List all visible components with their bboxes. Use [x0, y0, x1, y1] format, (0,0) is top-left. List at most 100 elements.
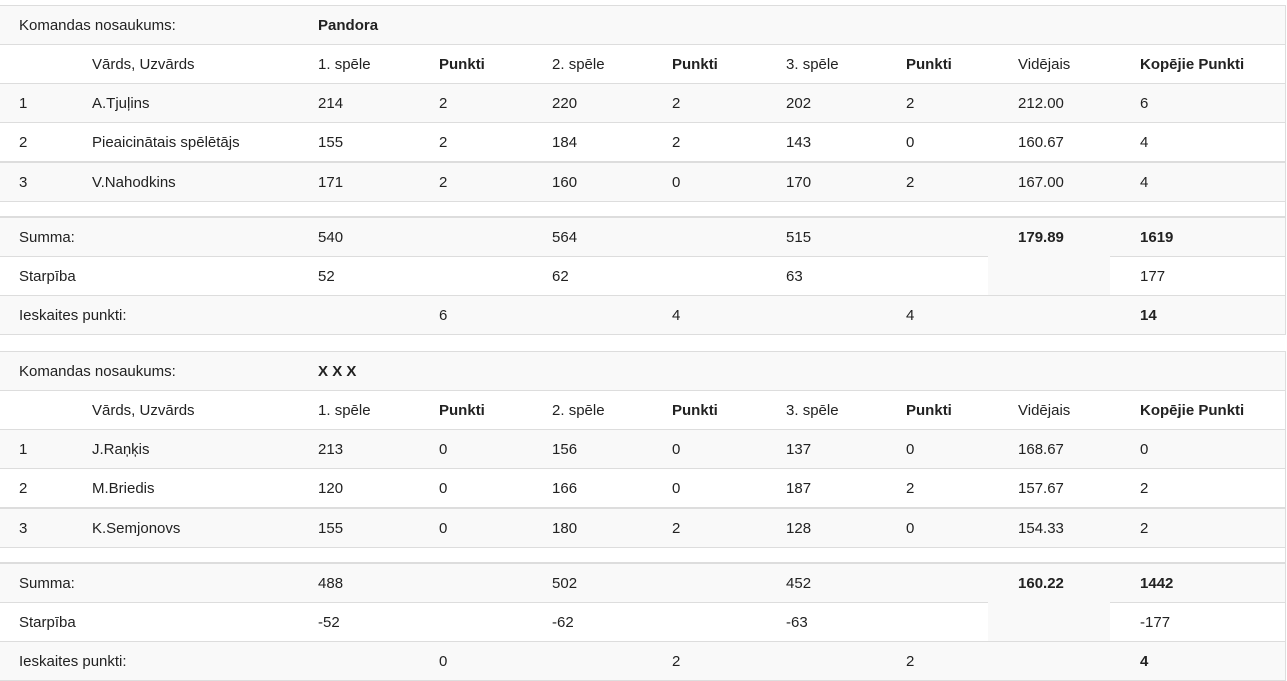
cell: 0	[420, 641, 534, 681]
player-cell: 2	[1110, 468, 1286, 508]
player-row: 1 A.Tjuļins 214 2 220 2 202 2 212.00 6	[0, 83, 1286, 123]
player-cell: 2	[420, 161, 534, 202]
header-average: Vidējais	[988, 390, 1111, 430]
cell	[533, 295, 654, 335]
header-points: Punkti	[887, 390, 989, 430]
cell-text: X X X	[318, 362, 357, 380]
player-cell: 0	[653, 429, 768, 469]
player-cell: 202	[767, 83, 888, 123]
cell	[887, 562, 989, 603]
cell: 540	[299, 216, 421, 257]
player-cell: 168.67	[988, 429, 1111, 469]
cell: 515	[767, 216, 888, 257]
cell	[0, 390, 73, 430]
team-average: 160.22	[988, 562, 1111, 642]
player-cell: 2	[887, 468, 989, 508]
cell: 564	[533, 216, 654, 257]
header-game1: 1. spēle	[299, 44, 421, 84]
player-cell: 2	[653, 122, 768, 162]
cell	[533, 641, 654, 681]
cell: 62	[533, 256, 654, 296]
cell: 4	[653, 295, 768, 335]
player-cell: 214	[299, 83, 421, 123]
player-cell: 128	[767, 507, 888, 548]
player-cell: 2	[887, 83, 989, 123]
player-cell: V.Nahodkins	[73, 161, 300, 202]
player-cell: 4	[1110, 122, 1286, 162]
diff-row: Starpība -52 -62 -63 -177	[0, 602, 1286, 642]
cell	[299, 295, 421, 335]
header-game2: 2. spēle	[533, 44, 654, 84]
team-total: 1442	[1110, 562, 1286, 603]
diff-row: Starpība 52 62 63 177	[0, 256, 1286, 296]
player-cell: A.Tjuļins	[73, 83, 300, 123]
cell-text: Punkti	[672, 401, 718, 419]
cell	[887, 602, 989, 642]
score-row: Ieskaites punkti: 6 4 4 14	[0, 295, 1286, 335]
header-row: Vārds, Uzvārds 1. spēle Punkti 2. spēle Punk…	[0, 44, 1286, 84]
cell-text: 1619	[1140, 228, 1174, 246]
player-cell: 4	[1110, 161, 1286, 202]
header-points: Punkti	[420, 44, 534, 84]
player-cell: Pieaicinātais spēlētājs	[73, 122, 300, 162]
cell	[767, 641, 888, 681]
cell: -63	[767, 602, 888, 642]
cell-text: Punkti	[906, 401, 952, 419]
player-cell: 0	[420, 507, 534, 548]
cell	[299, 641, 421, 681]
player-cell: 157.67	[988, 468, 1111, 508]
player-cell: 0	[653, 161, 768, 202]
team-total: 1619	[1110, 216, 1286, 257]
cell-text: Kopējie Punkti	[1140, 401, 1245, 419]
cell	[420, 562, 534, 603]
cell-text: Punkti	[906, 55, 952, 73]
player-cell: J.Raņķis	[73, 429, 300, 469]
cell: 452	[767, 562, 888, 603]
player-cell: 2	[1110, 507, 1286, 548]
cell: 2	[653, 641, 768, 681]
player-cell: 2	[420, 122, 534, 162]
player-cell: 187	[767, 468, 888, 508]
cell: 6	[420, 295, 534, 335]
cell-text: Punkti	[439, 55, 485, 73]
cell: 4	[887, 295, 989, 335]
team-average: 179.89	[988, 216, 1111, 296]
header-row: Vārds, Uzvārds 1. spēle Punkti 2. spēle Punk…	[0, 390, 1286, 430]
team-table: Komandas nosaukums: X X X Vārds, Uzvārds 1.…	[0, 351, 1286, 681]
player-cell: 160.67	[988, 122, 1111, 162]
score-total: 4	[1110, 641, 1286, 681]
player-cell: 2	[0, 468, 73, 508]
player-row: 1 J.Raņķis 213 0 156 0 137 0 168.67 0	[0, 429, 1286, 469]
cell-text: 14	[1140, 306, 1157, 324]
cell	[767, 295, 888, 335]
cell	[420, 602, 534, 642]
cell: 502	[533, 562, 654, 603]
player-cell: 160	[533, 161, 654, 202]
player-cell: 6	[1110, 83, 1286, 123]
cell: 63	[767, 256, 888, 296]
team-table: Komandas nosaukums: Pandora Vārds, Uzvārds…	[0, 5, 1286, 335]
diff-label: Starpība	[0, 602, 300, 642]
cell: 52	[299, 256, 421, 296]
player-row: 3 K.Semjonovs 155 0 180 2 128 0 154.33 2	[0, 507, 1286, 548]
team-label: Komandas nosaukums:	[0, 351, 300, 391]
score-label: Ieskaites punkti:	[0, 641, 300, 681]
cell-text: 1442	[1140, 574, 1174, 592]
player-cell: 3	[0, 161, 73, 202]
diff-label: Starpība	[0, 256, 300, 296]
player-cell: 0	[887, 122, 989, 162]
cell: -52	[299, 602, 421, 642]
cell	[988, 641, 1111, 681]
header-average: Vidējais	[988, 44, 1111, 84]
diff-total: 177	[1110, 256, 1286, 296]
header-game2: 2. spēle	[533, 390, 654, 430]
player-cell: 137	[767, 429, 888, 469]
cell-text: 160.22	[1018, 575, 1064, 592]
cell	[988, 295, 1111, 335]
cell	[653, 562, 768, 603]
team-name-row: Komandas nosaukums: X X X	[0, 351, 1286, 391]
sum-label: Summa:	[0, 562, 300, 603]
header-game3: 3. spēle	[767, 44, 888, 84]
team-label: Komandas nosaukums:	[0, 5, 300, 45]
cell-text: Punkti	[439, 401, 485, 419]
